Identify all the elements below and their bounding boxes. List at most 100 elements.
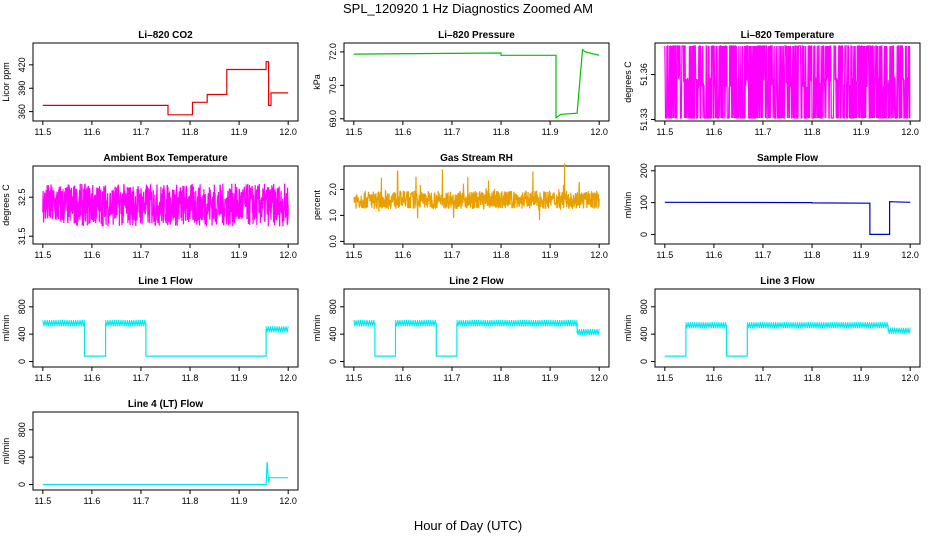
series-oscillation bbox=[456, 320, 578, 327]
plot-frame bbox=[654, 288, 921, 368]
x-tick-label: 11.5 bbox=[34, 250, 51, 260]
x-tick-label: 11.8 bbox=[182, 250, 199, 260]
y-tick-label: 360 bbox=[17, 104, 27, 119]
series-oscillation bbox=[42, 320, 85, 327]
series-line bbox=[42, 183, 289, 227]
x-tick-label: 11.5 bbox=[656, 127, 673, 137]
panel-title: Line 2 Flow bbox=[449, 276, 504, 287]
x-tick-label: 11.8 bbox=[493, 127, 510, 137]
y-axis-label: percent bbox=[312, 189, 322, 220]
panel-3: Li–820 Temperature degrees C 11.5 11.6 11.7 1… bbox=[623, 30, 921, 137]
x-tick-label: 12.0 bbox=[901, 373, 919, 383]
series-oscillation bbox=[746, 322, 889, 329]
x-tick-label: 12.0 bbox=[279, 373, 297, 383]
y-tick-label: 400 bbox=[17, 450, 27, 465]
y-tick-label: 72.0 bbox=[328, 43, 338, 61]
plot-frame bbox=[343, 288, 610, 368]
series-oscillation bbox=[353, 320, 376, 327]
x-tick-label: 11.7 bbox=[755, 250, 772, 260]
y-tick-label: 800 bbox=[17, 422, 27, 437]
x-tick-label: 11.8 bbox=[182, 127, 199, 137]
x-tick-label: 11.6 bbox=[394, 250, 411, 260]
y-axis-label: degrees C bbox=[1, 184, 11, 226]
x-tick-label: 12.0 bbox=[590, 373, 608, 383]
x-tick-label: 11.9 bbox=[231, 250, 248, 260]
plot-frame bbox=[32, 411, 299, 491]
x-tick-label: 11.8 bbox=[804, 127, 821, 137]
series-oscillation bbox=[105, 320, 147, 327]
x-tick-label: 12.0 bbox=[279, 250, 297, 260]
y-axis-label: ml/min bbox=[312, 315, 322, 342]
x-tick-label: 12.0 bbox=[901, 250, 919, 260]
x-tick-label: 11.6 bbox=[705, 250, 722, 260]
panel-1: Li–820 CO2 Licor ppm 11.5 11.6 11.7 11.8 11.9 1… bbox=[1, 30, 299, 137]
x-tick-label: 11.5 bbox=[34, 127, 51, 137]
panel-title: Ambient Box Temperature bbox=[103, 153, 228, 164]
x-tick-label: 11.7 bbox=[133, 496, 150, 506]
x-tick-label: 11.6 bbox=[705, 373, 722, 383]
plot-frame bbox=[343, 165, 610, 245]
plot-frame bbox=[32, 165, 299, 245]
x-tick-label: 11.6 bbox=[83, 250, 100, 260]
y-tick-label: 200 bbox=[639, 163, 649, 178]
y-tick-label: 2.0 bbox=[328, 183, 338, 196]
y-tick-label: 0 bbox=[639, 359, 649, 364]
x-tick-label: 12.0 bbox=[279, 496, 297, 506]
x-tick-label: 11.6 bbox=[83, 373, 100, 383]
panel-7: Line 1 Flow ml/min 11.5 11.6 11.7 11.8 11.9 12.… bbox=[1, 276, 299, 383]
y-tick-label: 400 bbox=[328, 327, 338, 342]
panel-9: Line 3 Flow ml/min 11.5 11.6 11.7 11.8 11.9 12.… bbox=[623, 276, 921, 383]
y-tick-label: 800 bbox=[328, 299, 338, 314]
x-tick-label: 11.7 bbox=[444, 373, 461, 383]
y-tick-label: 800 bbox=[17, 299, 27, 314]
y-tick-label: 420 bbox=[17, 57, 27, 72]
series-line bbox=[664, 324, 911, 357]
x-tick-label: 11.6 bbox=[705, 127, 722, 137]
y-axis-label: ml/min bbox=[623, 192, 633, 219]
panel-title: Line 3 Flow bbox=[760, 276, 815, 287]
y-tick-label: 100 bbox=[639, 195, 649, 210]
x-tick-label: 11.8 bbox=[182, 373, 199, 383]
series-line bbox=[42, 322, 289, 357]
x-tick-label: 11.7 bbox=[444, 127, 461, 137]
x-tick-label: 11.5 bbox=[345, 127, 362, 137]
panel-4: Ambient Box Temperature degrees C 11.5 11.6… bbox=[1, 153, 299, 260]
series-line bbox=[664, 45, 911, 119]
series-line bbox=[353, 48, 600, 119]
series-line bbox=[42, 461, 289, 486]
y-tick-label: 51.36 bbox=[639, 63, 649, 86]
series-oscillation bbox=[265, 326, 289, 333]
x-tick-label: 12.0 bbox=[279, 127, 297, 137]
x-tick-label: 11.7 bbox=[755, 127, 772, 137]
series-line bbox=[353, 163, 600, 221]
series-oscillation bbox=[395, 320, 437, 327]
plot-frame bbox=[654, 165, 921, 245]
panel-title: Li–820 Pressure bbox=[438, 30, 515, 41]
panel-5: Gas Stream RH percent 11.5 11.6 11.7 11.8 11.9… bbox=[312, 153, 610, 260]
x-tick-label: 11.9 bbox=[231, 373, 248, 383]
x-tick-label: 11.9 bbox=[231, 496, 248, 506]
x-tick-label: 11.7 bbox=[444, 250, 461, 260]
y-tick-label: 0 bbox=[639, 232, 649, 237]
y-tick-label: 0 bbox=[17, 359, 27, 364]
y-axis-label: Licor ppm bbox=[1, 62, 11, 102]
panel-8: Line 2 Flow ml/min 11.5 11.6 11.7 11.8 11.9 12.… bbox=[312, 276, 610, 383]
x-tick-label: 11.9 bbox=[853, 250, 870, 260]
series-oscillation bbox=[887, 327, 911, 334]
y-tick-label: 0 bbox=[17, 482, 27, 487]
panel-title: Line 1 Flow bbox=[138, 276, 193, 287]
y-tick-label: 32.5 bbox=[17, 188, 27, 206]
x-tick-label: 11.9 bbox=[542, 373, 559, 383]
x-tick-label: 11.8 bbox=[493, 373, 510, 383]
y-tick-label: 69.0 bbox=[328, 110, 338, 128]
panel-title: Li–820 CO2 bbox=[138, 30, 193, 41]
panel-title: Line 4 (LT) Flow bbox=[128, 399, 204, 410]
x-tick-label: 11.6 bbox=[83, 496, 100, 506]
x-tick-label: 11.5 bbox=[34, 373, 51, 383]
x-tick-label: 11.6 bbox=[394, 127, 411, 137]
y-tick-label: 70.5 bbox=[328, 77, 338, 95]
x-tick-label: 11.5 bbox=[345, 373, 362, 383]
x-tick-label: 11.9 bbox=[542, 127, 559, 137]
series-oscillation bbox=[685, 322, 728, 329]
